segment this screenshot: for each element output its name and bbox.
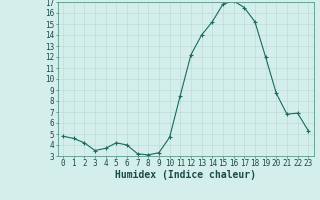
- X-axis label: Humidex (Indice chaleur): Humidex (Indice chaleur): [115, 170, 256, 180]
